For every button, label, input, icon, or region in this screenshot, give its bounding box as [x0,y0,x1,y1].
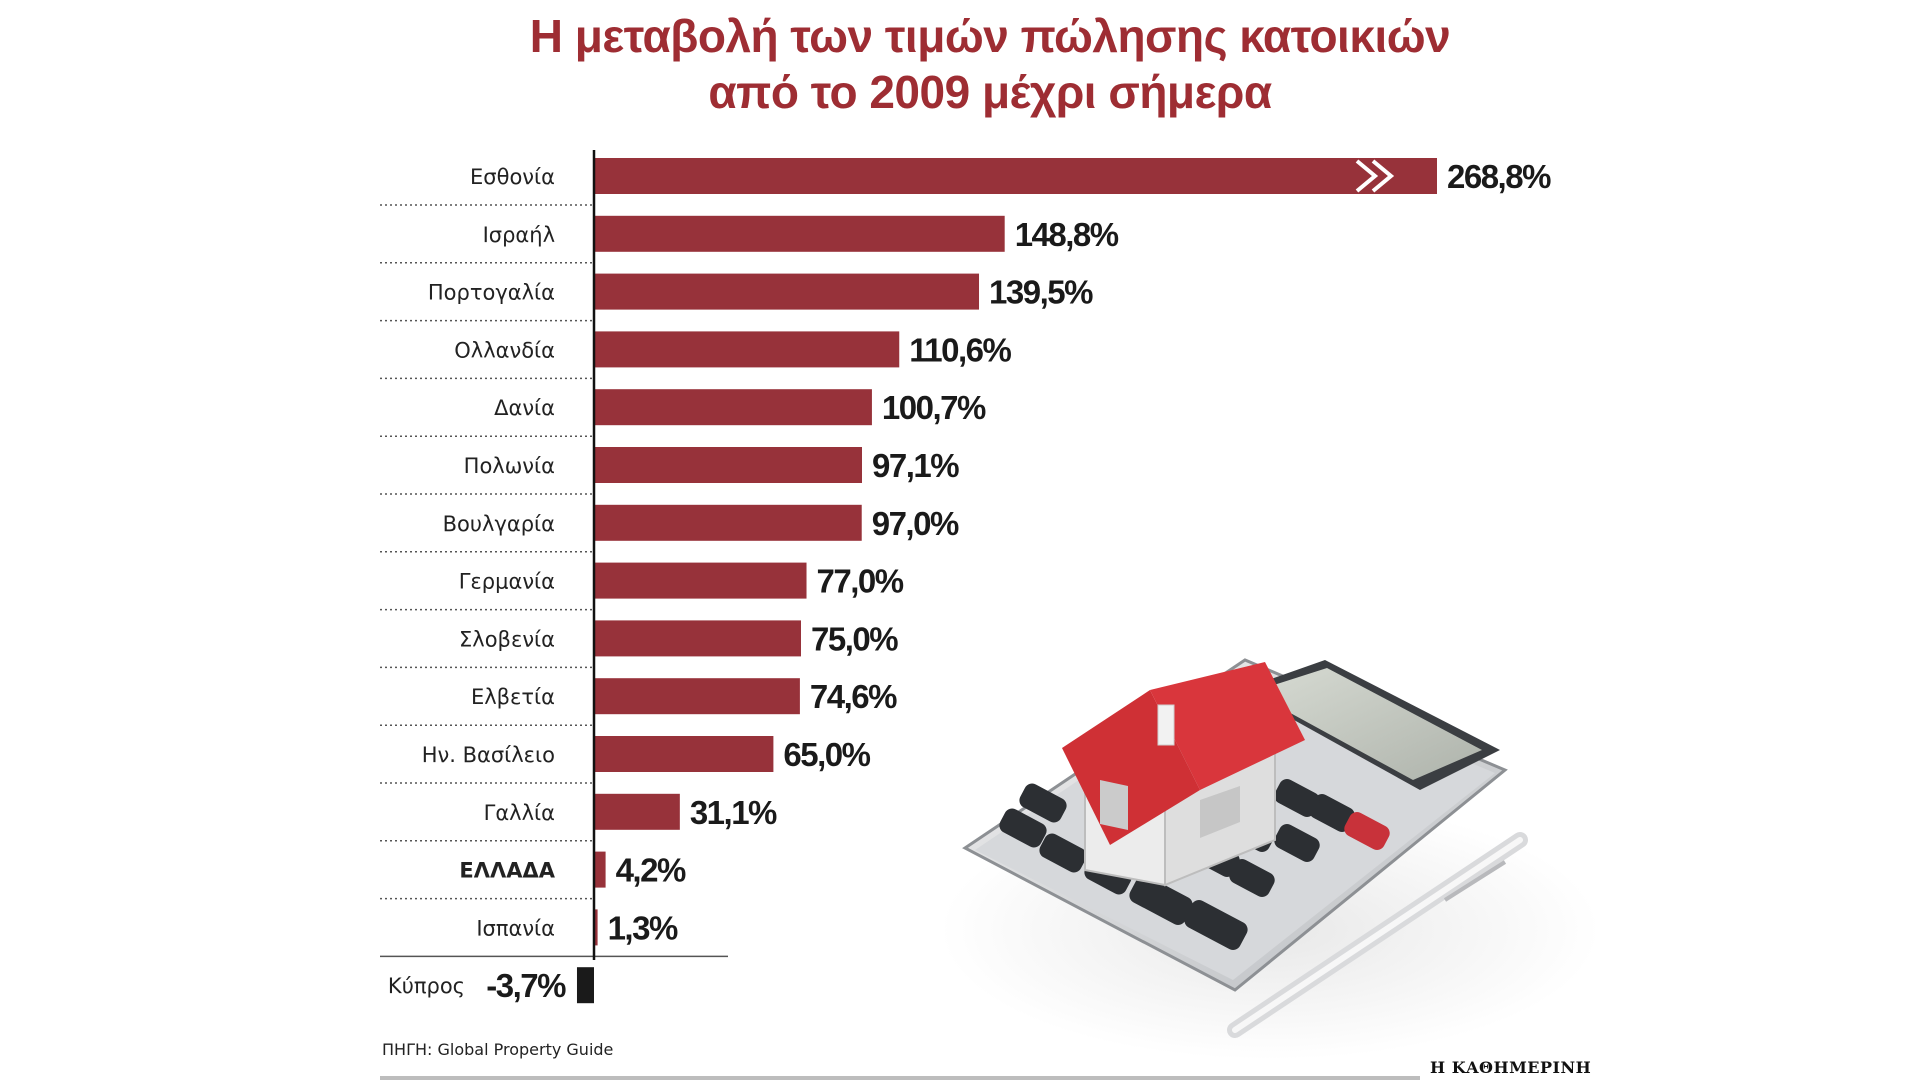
bar [594,678,800,715]
bar [576,967,594,1004]
bar [594,215,1005,252]
country-label: Γαλλία [484,801,555,825]
value-label: 4,2% [616,852,686,889]
country-label: Πορτογαλία [428,281,555,305]
bar [594,158,1437,194]
country-label: Δανία [494,396,555,420]
bar [594,562,807,599]
truncation-chevron-icon [1371,159,1395,193]
bar [594,389,872,426]
chart-title-line-1: Η μεταβολή των τιμών πώλησης κατοικιών [529,10,1451,62]
country-label: Ισραήλ [483,223,555,247]
value-label: 74,6% [810,678,897,715]
value-label: 100,7% [882,389,986,426]
country-label: Ισπανία [476,916,555,940]
value-label: 139,5% [989,274,1093,311]
country-label: Σλοβενία [459,627,555,651]
value-label: 65,0% [783,736,870,773]
bar [594,909,598,946]
value-label: 110,6% [909,331,1011,368]
value-label: 75,0% [811,620,898,657]
truncation-chevron-icon [1355,159,1379,193]
country-label: Ελβετία [471,685,555,709]
country-label: Ην. Βασίλειο [422,743,555,767]
bar [594,273,980,310]
value-label: 77,0% [817,563,904,600]
bar [594,331,900,368]
value-label: -3,7% [486,967,566,1004]
bar [594,504,862,541]
country-label: Εσθονία [470,165,555,189]
bottom-rule [380,1076,1420,1080]
bar [594,851,606,888]
chart-title: Η μεταβολή των τιμών πώλησης κατοικιών α… [0,8,1920,120]
country-label: Βουλγαρία [443,512,555,536]
bar [594,736,774,772]
publisher-logo: Η ΚΑΘΗΜΕΡΙΝΗ [1430,1058,1592,1077]
bar [594,620,801,657]
calculator-with-house-icon [940,658,1600,1060]
value-label: 97,0% [872,505,959,542]
value-label: 268,8% [1447,158,1551,195]
country-label: Πολωνία [464,454,555,478]
value-label: 148,8% [1015,216,1119,253]
chart-title-line-2: από το 2009 μέχρι σήμερα [708,66,1272,118]
country-label: Ολλανδία [454,338,555,362]
country-label: Γερμανία [459,570,555,594]
chart-plot-area: Εσθονία 268,8% Ισραήλ 148,8% Πορτογαλία 139,5… [380,150,1553,1004]
value-label: 97,1% [872,447,959,484]
bar [594,793,680,830]
country-label: Κύπρος [388,974,465,998]
source-note: ΠΗΓΗ: Global Property Guide [382,1040,614,1059]
value-label: 31,1% [690,794,777,831]
country-label: ΕΛΛΑΔΑ [459,859,555,883]
bar [594,447,862,483]
value-label: 1,3% [608,909,678,946]
